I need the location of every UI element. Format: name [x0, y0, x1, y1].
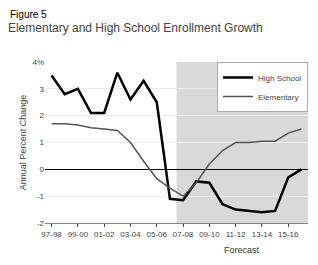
svg-text:Elementary and High School Enr: Elementary and High School Enrollment Gr… [8, 21, 263, 35]
svg-text:-1: -1 [37, 192, 45, 201]
svg-text:11-12: 11-12 [226, 230, 246, 239]
svg-text:15-16: 15-16 [278, 230, 299, 239]
svg-text:4%: 4% [32, 58, 44, 67]
svg-text:-2: -2 [37, 219, 45, 228]
svg-text:07-08: 07-08 [173, 230, 194, 239]
svg-text:0: 0 [40, 165, 45, 174]
svg-text:1: 1 [40, 138, 45, 147]
svg-text:09-10: 09-10 [199, 230, 220, 239]
svg-text:03-04: 03-04 [120, 230, 141, 239]
svg-text:Annual Percent Change: Annual Percent Change [18, 95, 28, 191]
svg-text:Elementary: Elementary [258, 93, 298, 102]
svg-text:High School: High School [258, 74, 301, 83]
svg-text:99-00: 99-00 [68, 230, 89, 239]
svg-text:3: 3 [40, 85, 45, 94]
svg-text:Figure 5: Figure 5 [10, 9, 47, 20]
svg-text:13-14: 13-14 [252, 230, 273, 239]
svg-text:97-98: 97-98 [41, 230, 62, 239]
svg-text:01-02: 01-02 [94, 230, 115, 239]
svg-text:2: 2 [40, 111, 45, 120]
svg-text:05-06: 05-06 [147, 230, 168, 239]
svg-text:Forecast: Forecast [224, 245, 260, 255]
